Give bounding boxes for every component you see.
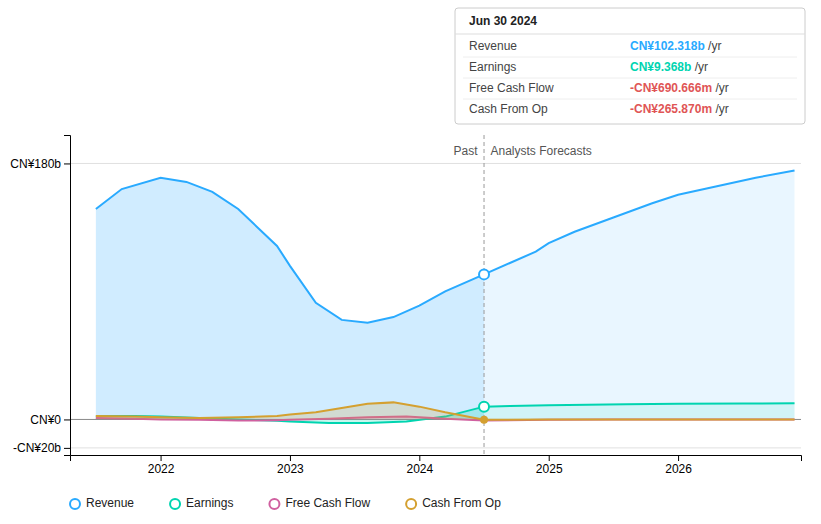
x-tick-mark [290,455,291,461]
x-tick: 2022 [148,455,175,476]
tooltip-title: Jun 30 2024 [469,14,537,28]
tooltip-row-unit: /yr [691,60,708,74]
tooltip: Jun 30 2024 Revenue CN¥102.318b /yr Earning… [455,8,805,124]
y-axis: -CN¥20b CN¥0 CN¥180b [10,136,70,456]
legend-marker [70,499,80,509]
tooltip-separator [455,34,805,35]
x-tick-label: 2023 [277,462,304,476]
y-tick: CN¥180b [10,157,70,171]
series-group [96,135,795,455]
y-tick-label: CN¥180b [10,157,61,171]
y-tick-mark [64,448,70,449]
highlight-dot [481,417,487,423]
tooltip-row-name: Free Cash Flow [469,81,554,95]
highlight-dot [479,269,489,279]
tooltip-row-name: Earnings [469,60,516,74]
legend-label: Free Cash Flow [285,496,370,510]
y-tick: -CN¥20b [13,441,70,455]
x-tick-label: 2024 [406,462,433,476]
x-tick: 2026 [665,455,692,476]
x-tick: 2024 [406,455,433,476]
legend-label: Revenue [86,496,134,510]
series-line [96,403,795,423]
y-tick: CN¥0 [30,413,70,427]
grid-line [70,163,801,164]
series-line [96,402,795,419]
x-tick-label: 2025 [536,462,563,476]
tooltip-row-unit: /yr [712,81,729,95]
tooltip-row-separator [463,99,797,100]
legend-marker [269,499,279,509]
x-tick-mark [161,455,162,461]
tooltip-row-value: CN¥9.368b [630,60,691,74]
series-line [96,171,795,323]
annotation: Past [454,144,479,158]
tooltip-row-separator [463,57,797,58]
annotation: Analysts Forecasts [490,144,591,158]
tooltip-row-value: CN¥102.318b [630,39,705,53]
tooltip-row-value: -CN¥265.870m [630,102,712,116]
legend-marker [170,499,180,509]
y-tick-label: CN¥0 [30,413,61,427]
y-tick-label: -CN¥20b [13,441,61,455]
tooltip-row-name: Cash From Op [469,102,548,116]
legend-label: Cash From Op [422,496,501,510]
chart: 2022 2023 2024 2025 2026 -CN¥20b CN¥0 CN¥180b Pa… [0,0,821,524]
x-tick-mark [419,455,420,461]
area-past [96,178,484,420]
tooltip-row-separator [463,78,797,79]
legend-marker [406,499,416,509]
x-axis: 2022 2023 2024 2025 2026 [71,455,802,476]
legend: Revenue Earnings Free Cash Flow Cash From O… [70,496,501,510]
tooltip-row-unit: /yr [712,102,729,116]
grid-line [70,447,801,448]
x-tick-label: 2022 [148,462,175,476]
tooltip-box [455,8,805,124]
grid [70,163,801,447]
highlight-dot [479,402,489,412]
x-tick: 2025 [536,455,563,476]
y-axis-line [64,136,71,456]
plot-area: 2022 2023 2024 2025 2026 -CN¥20b CN¥0 CN¥180b Pa… [10,135,801,476]
tooltip-row-unit: /yr [705,39,722,53]
y-tick-mark [64,419,70,420]
legend-label: Earnings [186,496,233,510]
x-axis-line [71,456,802,462]
tooltip-row-value: -CN¥690.666m [630,81,712,95]
x-tick-mark [678,455,679,461]
x-tick-label: 2026 [665,462,692,476]
y-tick-mark [64,163,70,164]
x-tick-mark [549,455,550,461]
x-tick: 2023 [277,455,304,476]
tooltip-row-name: Revenue [469,39,517,53]
